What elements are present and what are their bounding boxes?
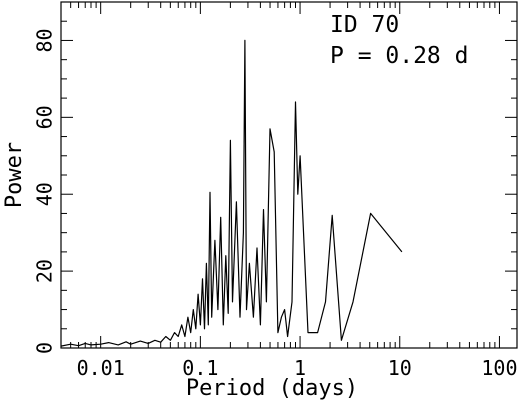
x-tick-label: 100	[481, 356, 517, 380]
y-tick-label: 80	[33, 28, 57, 52]
axis-tick-labels: 0.01 0.1 1 10 100 0 20 40 60 80	[33, 28, 518, 380]
x-tick-label: 0.01	[77, 356, 125, 380]
annotation-id: ID 70	[330, 12, 399, 38]
axis-ticks	[60, 2, 517, 349]
x-tick-label: 1	[294, 356, 306, 380]
power-series-line	[60, 39, 403, 347]
y-tick-label: 40	[33, 182, 57, 206]
x-tick-label: 0.1	[182, 356, 218, 380]
y-axis-label: Power	[2, 142, 27, 208]
y-tick-label: 20	[33, 259, 57, 283]
x-axis-label: Period (days)	[186, 376, 358, 401]
annotation-period: P = 0.28 d	[330, 43, 468, 69]
series-group	[60, 39, 403, 347]
y-tick-label: 60	[33, 105, 57, 129]
y-tick-label: 0	[33, 342, 57, 354]
x-tick-label: 10	[388, 356, 412, 380]
